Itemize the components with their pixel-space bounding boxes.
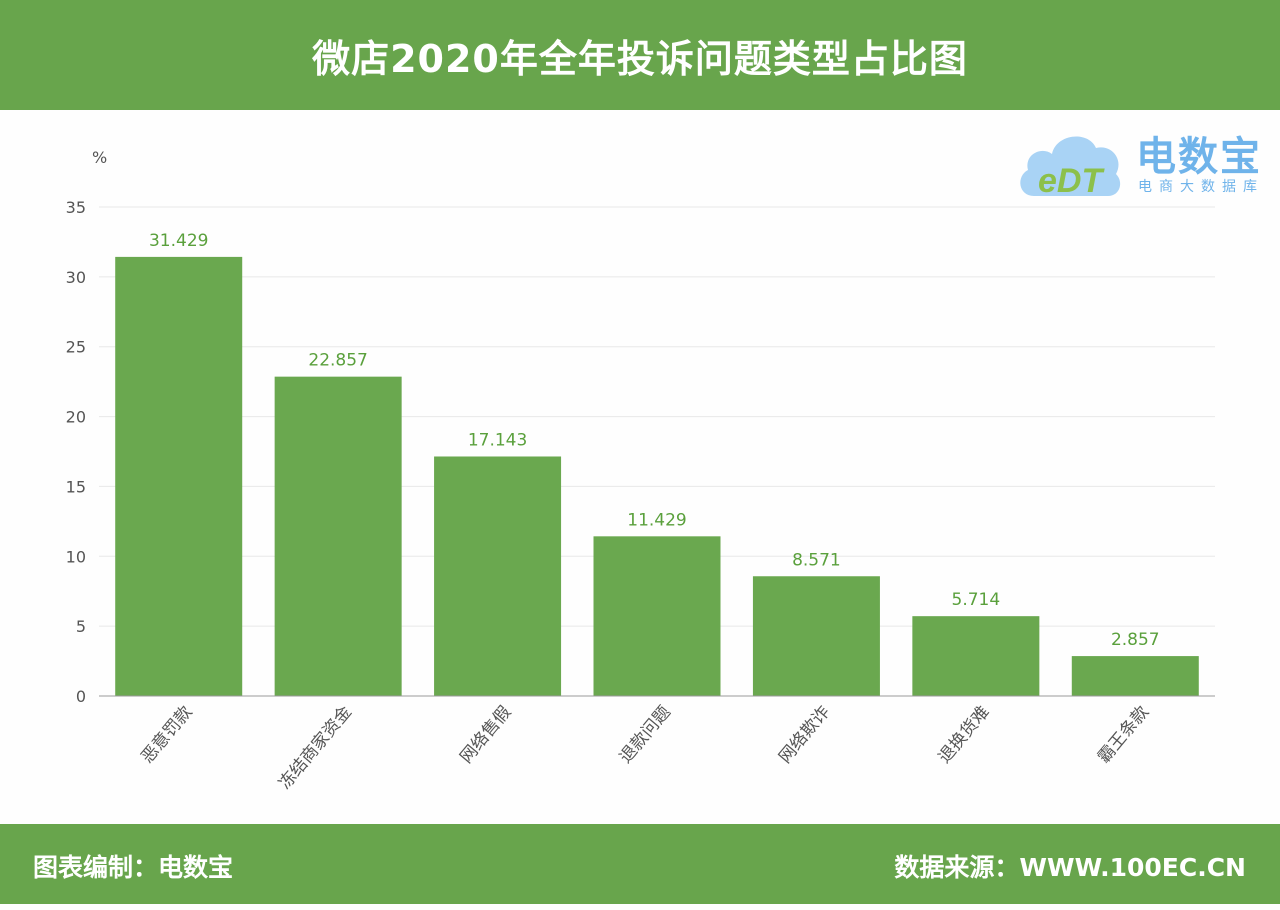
data-label: 17.143 [468, 430, 527, 450]
logo: eDT 电数宝 电商大数据库 [1008, 108, 1270, 203]
footer-credit: 图表编制：电数宝 [33, 853, 234, 882]
y-tick-label: 15 [66, 477, 86, 496]
y-tick-label: 25 [66, 338, 86, 357]
footer-source: 数据来源：WWW.100EC.CN [894, 853, 1246, 882]
y-axis-unit: % [92, 148, 107, 167]
data-label: 31.429 [149, 231, 208, 251]
cloud-logo-icon: eDT [1020, 136, 1121, 198]
data-label: 8.571 [792, 550, 841, 570]
bar [593, 536, 721, 696]
y-tick-label: 5 [76, 617, 86, 636]
data-label: 5.714 [952, 590, 1001, 610]
footer-banner: 图表编制：电数宝 数据来源：WWW.100EC.CN [0, 824, 1280, 904]
y-tick-label: 10 [66, 547, 86, 566]
bar-chart: % 0 5 10 15 20 25 30 35 31.429 恶意罚款 22.857 冻结商家资金 17.… [66, 148, 1215, 793]
x-tick-label: 恶意罚款 [138, 702, 197, 767]
svg-text:eDT: eDT [1038, 162, 1105, 198]
logo-subtitle: 电商大数据库 [1138, 179, 1264, 195]
y-tick-label: 30 [66, 268, 86, 287]
y-tick-label: 0 [76, 687, 86, 706]
title-banner: 微店2020年全年投诉问题类型占比图 [0, 0, 1280, 110]
bar [752, 576, 880, 696]
x-tick-label: 冻结商家资金 [275, 702, 356, 793]
bar [1071, 656, 1199, 696]
y-tick-label: 35 [66, 198, 86, 217]
data-label: 22.857 [308, 351, 367, 371]
data-label: 11.429 [627, 510, 686, 530]
x-tick-label: 退换货难 [935, 702, 994, 767]
bar [115, 256, 243, 696]
x-tick-label: 霸王条款 [1094, 702, 1153, 767]
bar [912, 616, 1040, 696]
x-tick-label: 网络售假 [456, 702, 515, 767]
y-tick-label: 20 [66, 408, 86, 427]
bar [274, 376, 402, 696]
logo-brand: 电数宝 [1136, 134, 1262, 180]
x-tick-label: 网络欺诈 [775, 702, 834, 767]
x-tick-label: 退款问题 [616, 702, 675, 767]
chart-title: 微店2020年全年投诉问题类型占比图 [312, 36, 968, 81]
data-label: 2.857 [1111, 630, 1160, 650]
bar [434, 456, 562, 696]
